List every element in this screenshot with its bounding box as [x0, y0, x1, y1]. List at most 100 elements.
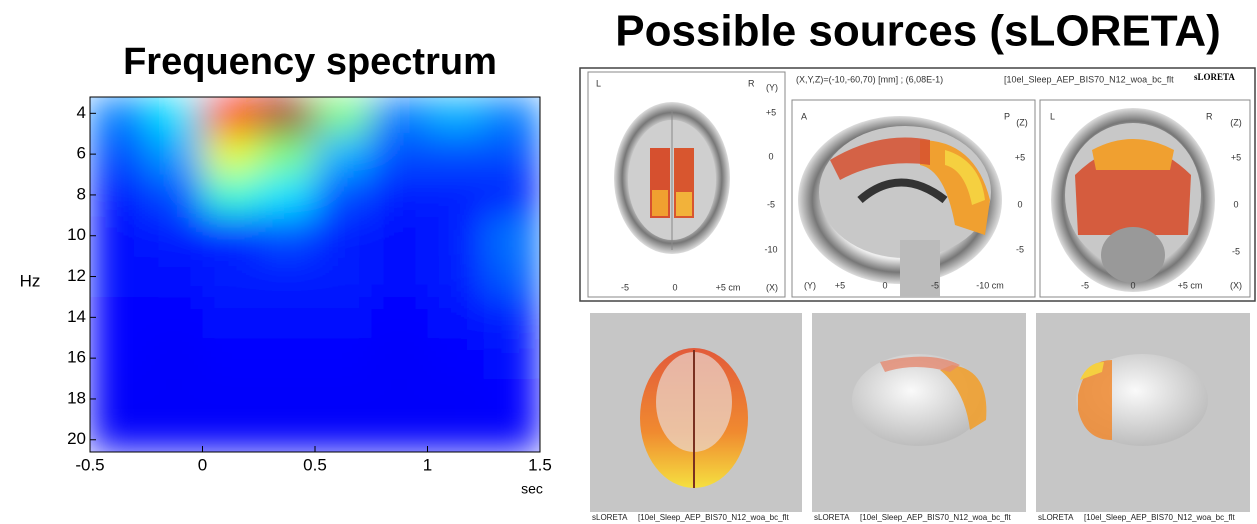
heat-cell: [90, 256, 147, 298]
slice-tick: 0: [1233, 199, 1238, 209]
slice-axis-label: (Y): [804, 280, 816, 290]
render-logo: sLORETA: [592, 513, 628, 522]
heat-cell: [371, 215, 428, 257]
slice-axis-label: (X): [766, 282, 778, 292]
header-coords: (X,Y,Z)=(-10,-60,70) [mm] ; (6,08E-1): [796, 74, 943, 84]
slice-axis-label: (Z): [1016, 117, 1028, 127]
slice-tick: -5: [1232, 246, 1240, 256]
heat-cell: [258, 296, 316, 339]
slice-corner: P: [1004, 111, 1010, 121]
heat-cell: [90, 296, 147, 339]
render-file: [10el_Sleep_AEP_BIS70_N12_woa_bc_flt: [638, 513, 790, 522]
slice-tick: -10 cm: [976, 280, 1004, 290]
x-tick-label: -0.5: [75, 455, 104, 474]
heat-cell: [427, 378, 485, 420]
x-tick-label: 1: [423, 455, 432, 474]
heat-cell: [371, 256, 428, 298]
heat-cell: [146, 97, 203, 135]
heat-cell: [90, 337, 147, 380]
heat-cell: [315, 174, 372, 216]
heat-cell: [483, 419, 540, 452]
y-axis-label: Hz: [20, 271, 41, 290]
slice-axis-label: (X): [1230, 280, 1242, 290]
heat-cell: [315, 296, 372, 339]
heat-cell: [258, 174, 316, 216]
heat-cell: [315, 215, 372, 257]
slice-corner: R: [1206, 111, 1213, 121]
sloreta-title: Possible sources (sLORETA): [615, 7, 1221, 56]
heat-cell: [371, 296, 428, 339]
heat-cell: [90, 174, 147, 216]
heat-cell: [371, 337, 428, 380]
y-tick-label: 4: [77, 103, 86, 122]
heat-cell: [483, 256, 540, 298]
heat-cell: [483, 215, 540, 257]
caption-bar: [1036, 512, 1250, 524]
slice-corner: L: [1050, 111, 1055, 121]
heat-cell: [315, 133, 372, 176]
render-panels: [590, 313, 1250, 512]
heat-cell: [146, 296, 203, 339]
slice-tick: +5: [1231, 152, 1241, 162]
axial-image: [614, 102, 730, 254]
heat-cell: [146, 174, 203, 216]
heat-cell: [315, 337, 372, 380]
slice-tick: 0: [882, 280, 887, 290]
heat-cell: [427, 215, 485, 257]
y-tick-label: 20: [67, 429, 86, 448]
heat-cell: [427, 419, 485, 452]
slice-corner: A: [801, 111, 807, 121]
heat-cell: [427, 174, 485, 216]
render-file: [10el_Sleep_AEP_BIS70_N12_woa_bc_flt: [1084, 513, 1236, 522]
heat-cell: [146, 256, 203, 298]
heat-cell: [90, 133, 147, 176]
heat-cell: [315, 256, 372, 298]
heat-cell: [202, 337, 260, 380]
heat-cell: [90, 419, 147, 452]
slice-tick: -5: [1016, 244, 1024, 254]
y-tick-label: 12: [67, 266, 86, 285]
slice-tick: +5: [835, 280, 845, 290]
heat-cell: [202, 174, 260, 216]
heat-cell: [483, 337, 540, 380]
heat-cell: [483, 378, 540, 420]
heat-cell: [483, 97, 540, 135]
y-tick-label: 14: [67, 307, 86, 326]
heatmap: [90, 97, 540, 452]
heat-cell: [483, 174, 540, 216]
slice-tick: -5: [621, 282, 629, 292]
heat-cell: [90, 378, 147, 420]
y-tick-label: 10: [67, 225, 86, 244]
heat-cell: [371, 97, 428, 135]
heat-cell: [202, 97, 260, 135]
heat-cell: [427, 296, 485, 339]
slice-tick: 0: [1017, 199, 1022, 209]
slice-tick: +5 cm: [716, 282, 741, 292]
y-tick-label: 18: [67, 388, 86, 407]
heat-cell: [258, 133, 316, 176]
chart-title: Frequency spectrum: [123, 41, 497, 83]
heat-cell: [146, 378, 203, 420]
heat-cell: [258, 97, 316, 135]
slice-axis-label: (Y): [766, 82, 778, 92]
heat-cell: [202, 133, 260, 176]
heat-cell: [258, 256, 316, 298]
x-tick-label: 0: [198, 455, 207, 474]
coronal-image: [1051, 108, 1215, 292]
heat-cell: [202, 215, 260, 257]
heat-cell: [258, 337, 316, 380]
heat-cell: [371, 133, 428, 176]
slice-corner: R: [748, 78, 755, 88]
heat-cell: [202, 419, 260, 452]
y-tick-label: 16: [67, 348, 86, 367]
slice-tick: -5: [767, 199, 775, 209]
slice-corner: L: [596, 78, 601, 88]
heat-cell: [90, 97, 147, 135]
heat-cell: [146, 337, 203, 380]
slice-tick: 0: [1130, 280, 1135, 290]
heat-cell: [258, 419, 316, 452]
slice-tick: -10: [764, 244, 777, 254]
x-tick-label: 1.5: [528, 455, 552, 474]
heat-cell: [371, 378, 428, 420]
heat-cell: [315, 97, 372, 135]
